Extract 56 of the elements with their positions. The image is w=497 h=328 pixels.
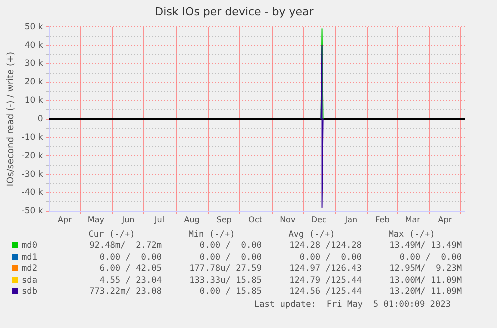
legend-label: sdb [21, 286, 39, 298]
x-tick-label: Aug [184, 215, 200, 224]
legend-label: md1 [21, 252, 39, 264]
legend-label: sda [21, 275, 39, 286]
text: Last update: Fri May 5 01:00:09 2023 [254, 300, 451, 310]
text: 92.48m/ 2.72m [88, 240, 162, 252]
x-tick-label: Oct [248, 215, 263, 224]
y-tick-label: 30 k [24, 59, 44, 70]
y-tick-label: -10 k [22, 132, 44, 143]
x-tick-label: Jul [154, 215, 165, 224]
text: Max (-/+) [388, 229, 436, 240]
text: 0.00 / 0.00 [98, 252, 162, 264]
legend-label: md0 [21, 240, 39, 252]
y-tick-label: 0 [38, 114, 44, 125]
text: 0.00 / 0.00 [298, 252, 362, 264]
chart-title: Disk IOs per device - by year [155, 5, 314, 18]
x-tick-label: May [88, 215, 105, 224]
y-tick-label: 40 k [24, 40, 44, 51]
text: 13.49M/ 13.49M [388, 240, 462, 252]
text: 133.33u/ 15.85 [188, 275, 262, 286]
text: 13.00M/ 11.09M [388, 275, 462, 286]
text: 124.79 /125.44 [288, 275, 362, 286]
x-tick-label: Jan [344, 215, 358, 224]
x-tick-label: Apr [58, 215, 73, 224]
text: 177.78u/ 27.59 [188, 264, 262, 275]
legend-label: md2 [21, 264, 39, 275]
x-tick-label: Feb [376, 215, 390, 224]
text: 0.00 / 0.00 [398, 252, 462, 264]
text: 124.56 /125.44 [288, 286, 362, 298]
text: 12.95M/ 9.23M [388, 264, 462, 275]
x-tick-label: Mar [405, 215, 422, 224]
x-tick-label: Sep [216, 215, 232, 224]
text: Avg (-/+) [288, 229, 336, 240]
text: 6.00 / 42.05 [98, 264, 162, 275]
y-tick-label: 20 k [24, 78, 44, 88]
y-axis-title: IOs/second read (-) / write (+) [6, 52, 17, 187]
y-tick-label: 10 k [24, 96, 44, 106]
text: 0.00 / 15.85 [198, 286, 262, 298]
text: 13.20M/ 11.09M [388, 286, 462, 298]
y-tick-label: 50 k [24, 22, 44, 32]
text: Min (-/+) [188, 229, 236, 240]
text: 124.97 /126.43 [288, 264, 362, 275]
x-tick-label: Dec [311, 215, 327, 224]
text: 124.28 /124.28 [288, 240, 362, 252]
text: 773.22m/ 23.08 [88, 286, 162, 298]
x-tick-label: Nov [280, 215, 296, 224]
y-tick-label: -40 k [22, 188, 44, 198]
x-tick-label: Apr [438, 215, 453, 224]
y-tick-label: -30 k [22, 170, 44, 180]
text: 4.55 / 23.04 [98, 275, 162, 286]
text: 0.00 / 0.00 [198, 252, 262, 264]
x-tick-label: Jun [121, 215, 135, 224]
text: 0.00 / 0.00 [198, 240, 262, 252]
y-tick-label: -50 k [22, 206, 44, 217]
y-tick-label: -20 k [22, 151, 44, 162]
text: Cur (-/+) [88, 229, 136, 240]
